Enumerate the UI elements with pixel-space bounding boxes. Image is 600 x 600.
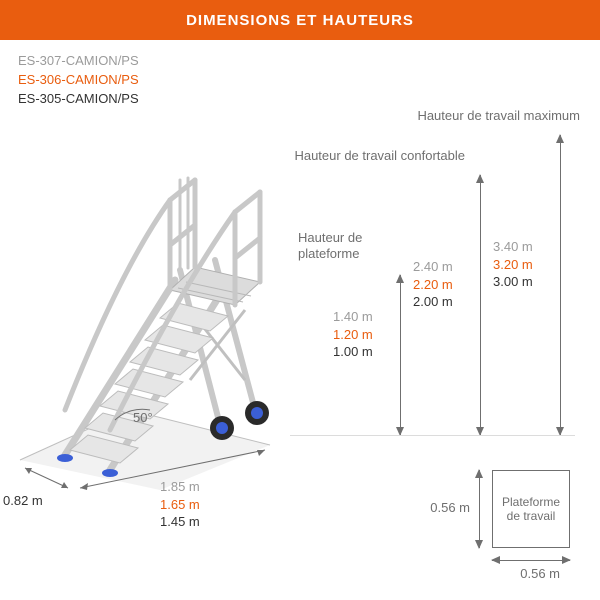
arrow-comfort — [480, 175, 481, 435]
angle-label: 50° — [133, 410, 153, 426]
length-c: 1.45 m — [160, 513, 200, 531]
cf-a: 2.40 m — [413, 258, 453, 276]
mx-b: 3.20 m — [493, 256, 533, 274]
depth-value: 0.82 m — [3, 492, 43, 510]
sku-c: ES-305-CAMION/PS — [18, 90, 139, 109]
length-b: 1.65 m — [160, 496, 200, 514]
length-a: 1.85 m — [160, 478, 200, 496]
mx-a: 3.40 m — [493, 238, 533, 256]
baseline — [290, 435, 575, 436]
platform-box-label: Plateforme de travail — [502, 495, 560, 524]
arrow-max — [560, 135, 561, 435]
arrow-pf-w — [492, 560, 570, 561]
cf-b: 2.20 m — [413, 276, 453, 294]
arrow-pf-d — [479, 470, 480, 548]
ph-b: 1.20 m — [333, 326, 373, 344]
sku-list: ES-307-CAMION/PS ES-306-CAMION/PS ES-305… — [18, 52, 139, 109]
header-bar: DIMENSIONS ET HAUTEURS — [0, 0, 600, 40]
header-title: DIMENSIONS ET HAUTEURS — [186, 12, 414, 29]
cf-c: 2.00 m — [413, 293, 453, 311]
sku-b: ES-306-CAMION/PS — [18, 71, 139, 90]
platform-h-label: Hauteur de plateforme — [298, 230, 388, 261]
platform-box: Plateforme de travail — [492, 470, 570, 548]
max-work-label: Hauteur de travail maximum — [417, 108, 580, 124]
arrow-platform-h — [400, 275, 401, 435]
pf-d: 0.56 m — [430, 500, 470, 516]
ph-c: 1.00 m — [333, 343, 373, 361]
comfort-work-label: Hauteur de travail confortable — [294, 148, 465, 164]
product-illustration — [10, 150, 280, 490]
mx-c: 3.00 m — [493, 273, 533, 291]
ph-a: 1.40 m — [333, 308, 373, 326]
pf-w: 0.56 m — [520, 566, 560, 582]
diagram-area: ES-307-CAMION/PS ES-306-CAMION/PS ES-305… — [0, 40, 600, 600]
sku-a: ES-307-CAMION/PS — [18, 52, 139, 71]
